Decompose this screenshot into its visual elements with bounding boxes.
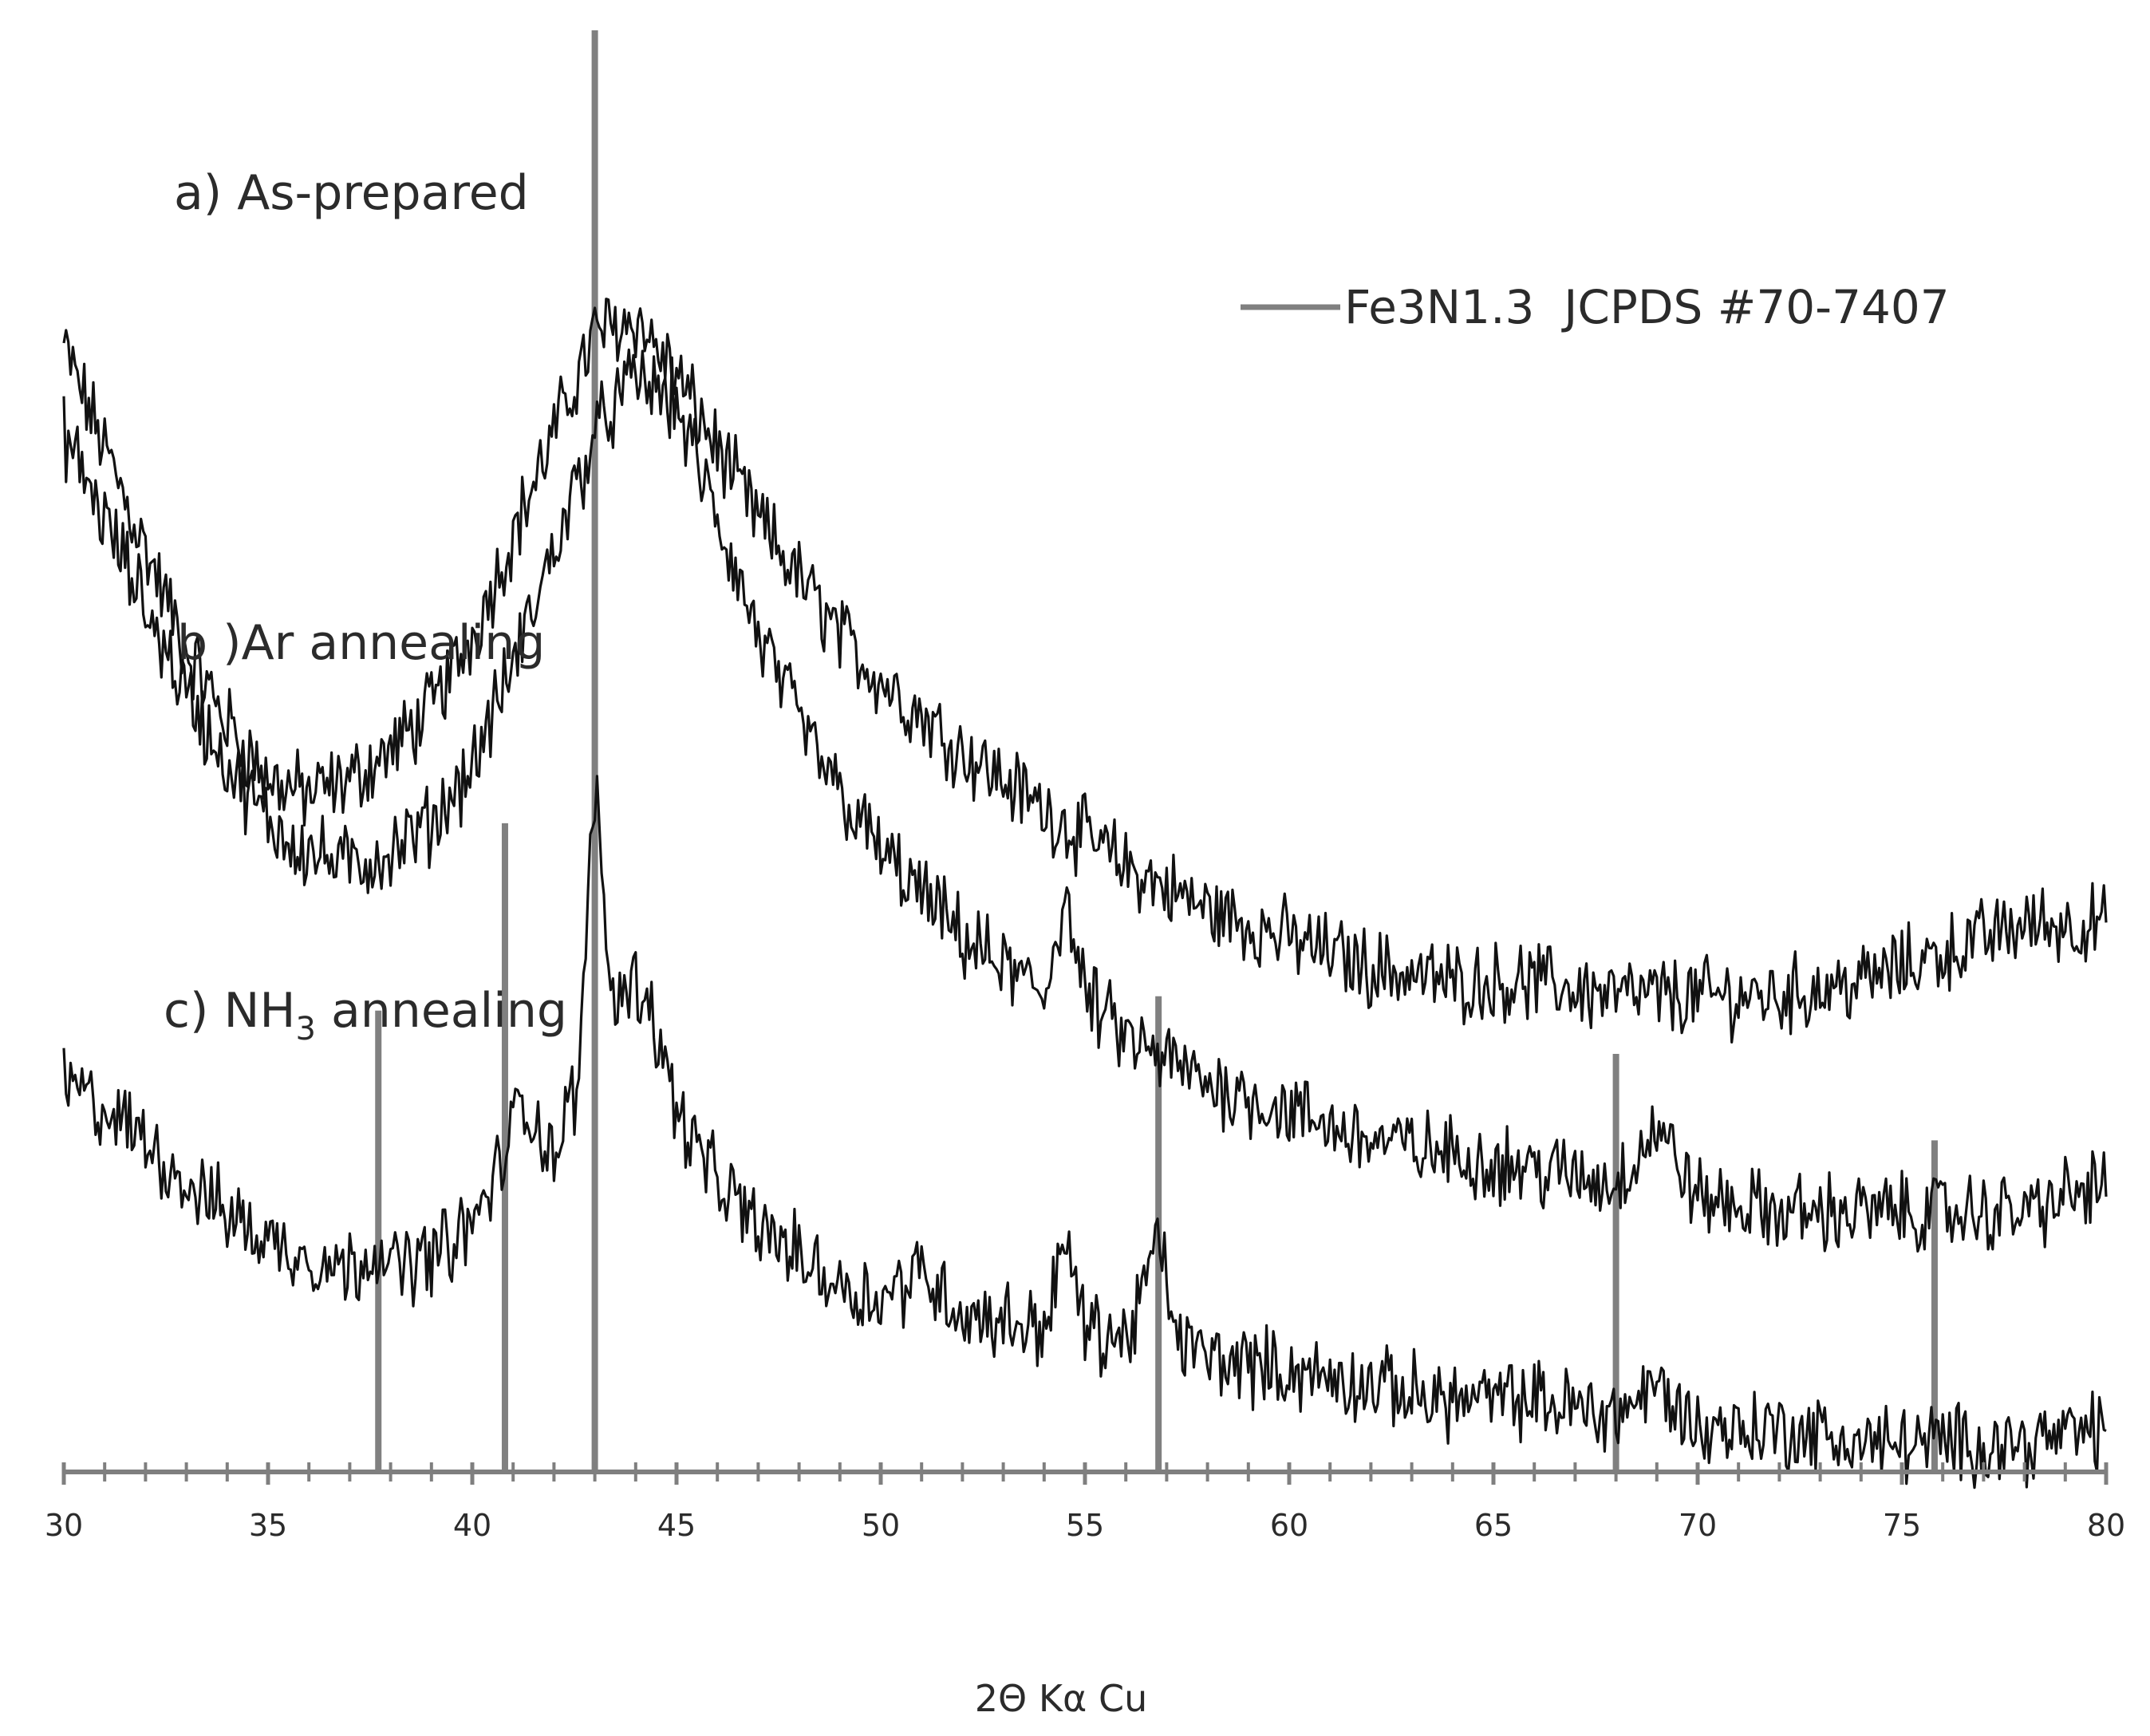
- x-tick-label: 75: [1883, 1508, 1921, 1543]
- label-nh3-suffix: annealing: [316, 983, 567, 1039]
- diffraction-curves: [62, 298, 2108, 1489]
- as-prepared-curve: [62, 298, 2108, 1044]
- reference-peaks: [375, 30, 1938, 1472]
- x-tick-label: 45: [657, 1508, 696, 1543]
- x-axis-ticks: [61, 1462, 2109, 1485]
- ar-annealing-curve: [62, 348, 2108, 1253]
- x-axis: 30 35 40 45 50 55 60 65 70 75 80: [45, 1462, 2125, 1543]
- x-tick-label: 35: [249, 1508, 287, 1543]
- label-ar-annealing-text: b )Ar annealing: [177, 615, 545, 671]
- x-tick-label: 60: [1270, 1508, 1308, 1543]
- x-axis-tick-labels: 30 35 40 45 50 55 60 65 70 75 80: [45, 1508, 2125, 1543]
- x-tick-label: 65: [1474, 1508, 1513, 1543]
- x-tick-label: 70: [1679, 1508, 1717, 1543]
- label-as-prepared-text: a) As-prepared: [174, 165, 529, 221]
- legend: Fe3N1.3 JCPDS #70-7407: [1241, 280, 1950, 334]
- nh3-annealing-curve: [62, 775, 2107, 1489]
- legend-label: Fe3N1.3 JCPDS #70-7407: [1344, 280, 1950, 334]
- label-nh3-annealing: c) NH3 annealing: [164, 983, 567, 1048]
- sample-labels: a) As-prepared b )Ar annealing c) NH3 an…: [164, 165, 567, 1048]
- x-axis-title: 2Θ Kα Cu: [975, 1677, 1147, 1720]
- x-tick-label: 50: [862, 1508, 900, 1543]
- label-ar-annealing: b )Ar annealing: [177, 615, 545, 671]
- x-tick-label: 55: [1066, 1508, 1104, 1543]
- x-tick-label: 80: [2087, 1508, 2125, 1543]
- label-nh3-subscript: 3: [295, 1011, 315, 1048]
- label-nh3-prefix: c) NH: [164, 983, 295, 1039]
- x-tick-label: 30: [45, 1508, 83, 1543]
- x-tick-label: 40: [453, 1508, 491, 1543]
- label-as-prepared: a) As-prepared: [174, 165, 529, 221]
